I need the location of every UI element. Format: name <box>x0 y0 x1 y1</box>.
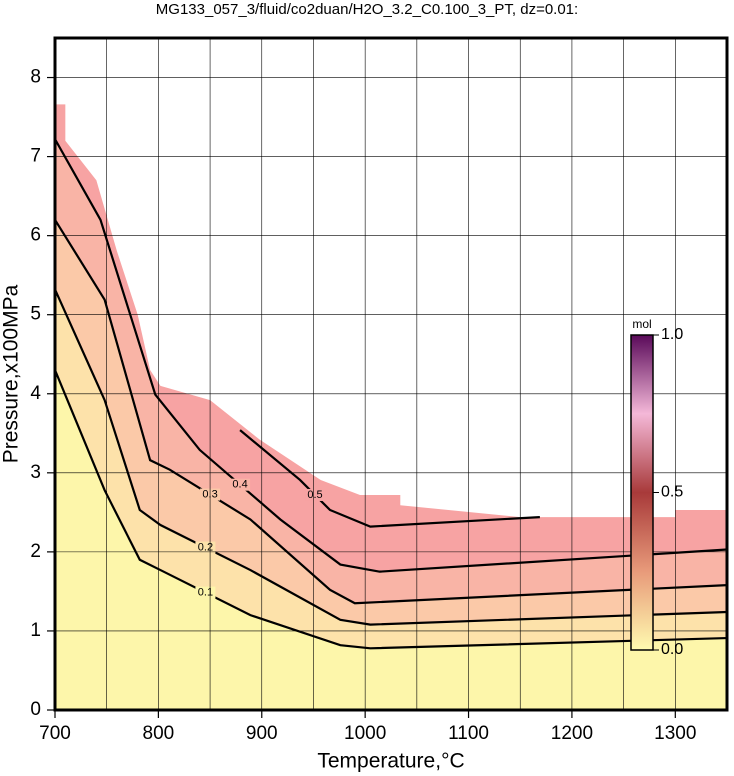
x-tick-label: 1200 <box>551 723 593 744</box>
y-axis-label: Pressure,x100MPa <box>0 284 23 463</box>
x-tick-label: 1000 <box>344 723 386 744</box>
x-tick-label: 800 <box>143 723 175 744</box>
y-tick-label: 7 <box>30 146 41 167</box>
colorbar-tick-label: 1.0 <box>661 326 683 343</box>
x-tick-label: 1300 <box>654 723 696 744</box>
colorbar <box>630 334 654 651</box>
contour-label: 0.4 <box>232 479 247 491</box>
x-tick-label: 1100 <box>448 723 489 744</box>
y-tick-label: 1 <box>30 620 41 641</box>
contour-label-bg <box>195 541 216 554</box>
x-tick-label: 900 <box>246 723 278 744</box>
y-tick-label: 4 <box>30 383 41 404</box>
chart-title: MG133_057_3/fluid/co2duan/H2O_3.2_C0.100… <box>156 1 578 18</box>
colorbar-label: mol <box>632 317 651 331</box>
y-tick-label: 2 <box>30 541 41 562</box>
y-tick-label: 6 <box>30 225 41 246</box>
contour-label-bg <box>195 586 216 599</box>
contour-line <box>239 429 540 528</box>
colorbar-tick-label: 0.0 <box>661 641 683 658</box>
contour-label-bg <box>305 488 326 501</box>
y-tick-label: 8 <box>30 67 41 88</box>
x-tick-label: 700 <box>39 723 71 744</box>
y-tick-label: 5 <box>30 304 41 325</box>
plot-frame <box>53 36 729 712</box>
y-tick-label: 0 <box>30 699 41 720</box>
colorbar-tick-label: 0.5 <box>661 484 683 501</box>
contour-band <box>55 370 727 710</box>
y-tick-label: 3 <box>30 462 41 483</box>
contour-label: 0.2 <box>198 541 213 553</box>
contour-label: 0.1 <box>198 587 213 599</box>
contour-label-bg <box>230 478 251 491</box>
x-axis-label: Temperature,°C <box>317 750 464 773</box>
contour-label: 0.5 <box>307 489 322 501</box>
